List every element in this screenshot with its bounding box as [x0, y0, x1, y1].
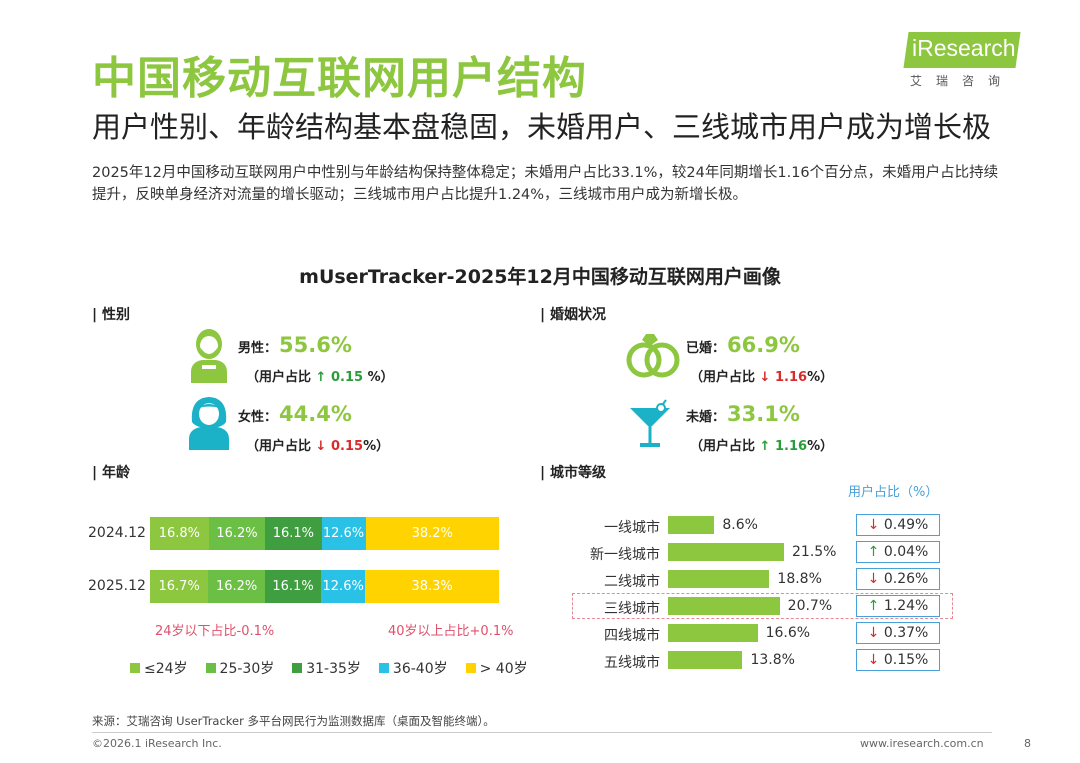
footer-divider — [92, 732, 992, 733]
city-tier-value: 20.7% — [787, 598, 833, 614]
female-share: 女性：44.4% — [238, 402, 352, 426]
legend-label: 25-30岁 — [219, 661, 275, 677]
copyright: ©2026.1 iResearch Inc. — [92, 737, 222, 750]
legend-item: 25-30岁 — [205, 658, 275, 678]
female-share-change: （用户占比 ↓ 0.15%） — [246, 439, 390, 454]
legend-label: 31-35岁 — [306, 661, 361, 677]
highlight-box — [572, 593, 953, 619]
married-share: 已婚：66.9% — [686, 333, 800, 357]
city-tier-bar — [668, 570, 770, 588]
city-tier-label: 新一线城市 — [590, 547, 660, 563]
city-tier-change: ↑ 0.04% — [856, 541, 940, 563]
age-bar-segment: 12.6% — [321, 517, 366, 550]
city-tier-value: 8.6% — [722, 517, 758, 533]
legend-label: ≤24岁 — [144, 661, 188, 677]
single-share-change: （用户占比 ↑ 1.16%） — [690, 439, 834, 454]
city-tier-change: ↓ 0.49% — [856, 514, 940, 536]
male-share-change: （用户占比 ↑ 0.15 %） — [246, 370, 394, 385]
city-tier-value: 16.6% — [765, 625, 811, 641]
page-number: 8 — [1024, 737, 1031, 750]
city-tier-change: ↓ 0.15% — [856, 649, 940, 671]
legend-swatch — [130, 663, 140, 673]
marital-section-label: | 婚姻状况 — [540, 307, 606, 323]
iresearch-logo: iResearch 艾瑞咨询 — [903, 32, 1021, 90]
city-tier-bar — [668, 651, 743, 669]
city-tier-bar — [668, 597, 780, 615]
city-change-header: 用户占比（%） — [848, 485, 939, 500]
female-user-icon — [186, 394, 232, 450]
page-description: 2025年12月中国移动互联网用户中性别与年龄结构保持整体稳定；未婚用户占比33… — [92, 165, 999, 203]
city-tier-bar — [668, 624, 758, 642]
city-tier-label: 一线城市 — [604, 520, 660, 536]
legend-label: > 40岁 — [479, 661, 528, 677]
city-tier-bar — [668, 543, 784, 561]
age-section-label: | 年龄 — [92, 465, 130, 481]
city-tier-bar — [668, 516, 715, 534]
age-bar-segment: 38.2% — [365, 517, 499, 550]
age-bar-segment: 16.1% — [264, 570, 322, 603]
legend-swatch — [378, 663, 389, 673]
cocktail-glass-icon — [628, 398, 672, 450]
age-legend: ≤24岁 25-30岁 31-35岁 36-40岁 > 40岁 — [130, 658, 528, 678]
single-share: 未婚：33.1% — [686, 402, 800, 426]
married-share-change: （用户占比 ↓ 1.16%） — [690, 370, 834, 385]
age-bar-segment: 38.3% — [365, 570, 499, 603]
city-tier-value: 21.5% — [792, 544, 837, 560]
city-section-label: | 城市等级 — [540, 465, 606, 481]
city-tier-change: ↓ 0.26% — [856, 568, 940, 590]
city-tier-label: 五线城市 — [604, 655, 660, 671]
legend-item: 36-40岁 — [378, 658, 448, 678]
legend-label: 36-40岁 — [392, 661, 448, 677]
wedding-rings-icon — [624, 330, 682, 380]
city-tier-value: 18.8% — [777, 571, 822, 587]
age-bar-segment: 16.2% — [208, 570, 265, 603]
footer-url[interactable]: www.iresearch.com.cn — [860, 737, 984, 750]
city-tier-label: 四线城市 — [604, 628, 660, 644]
chart-title: mUserTracker-2025年12月中国移动互联网用户画像 — [299, 266, 781, 288]
male-share: 男性：55.6% — [238, 333, 352, 357]
age-bar-segment: 16.8% — [150, 517, 209, 550]
age-bar-segment: 16.2% — [208, 517, 266, 550]
legend-item: > 40岁 — [465, 658, 528, 678]
age-row-label: 2024.12 — [88, 525, 146, 541]
city-tier-label: 二线城市 — [604, 574, 660, 590]
legend-swatch — [292, 663, 303, 673]
page-subtitle: 用户性别、年龄结构基本盘稳固，未婚用户、三线城市用户成为增长极 — [92, 110, 992, 144]
city-tier-value: 13.8% — [750, 652, 795, 668]
age-bar-segment: 12.6% — [321, 570, 366, 603]
legend-swatch — [205, 663, 216, 673]
city-tier-label: 三线城市 — [604, 601, 660, 617]
legend-swatch — [465, 663, 476, 673]
age-row-label: 2025.12 — [88, 578, 146, 594]
age-bar-segment: 16.7% — [150, 570, 209, 603]
legend-item: 31-35岁 — [292, 658, 361, 678]
age-note-under-24: 24岁以下占比-0.1% — [155, 624, 275, 639]
city-tier-change: ↓ 0.37% — [856, 622, 940, 644]
legend-item: ≤24岁 — [130, 658, 188, 678]
male-user-icon — [186, 327, 232, 383]
page-title: 中国移动互联网用户结构 — [92, 53, 587, 104]
age-note-over-40: 40岁以上占比+0.1% — [388, 624, 514, 639]
age-bar-segment: 16.1% — [265, 517, 322, 550]
gender-section-label: | 性别 — [92, 307, 130, 323]
city-tier-change: ↑ 1.24% — [856, 595, 940, 617]
source-note: 来源：艾瑞咨询 UserTracker 多平台网民行为监测数据库（桌面及智能终端… — [92, 714, 495, 728]
